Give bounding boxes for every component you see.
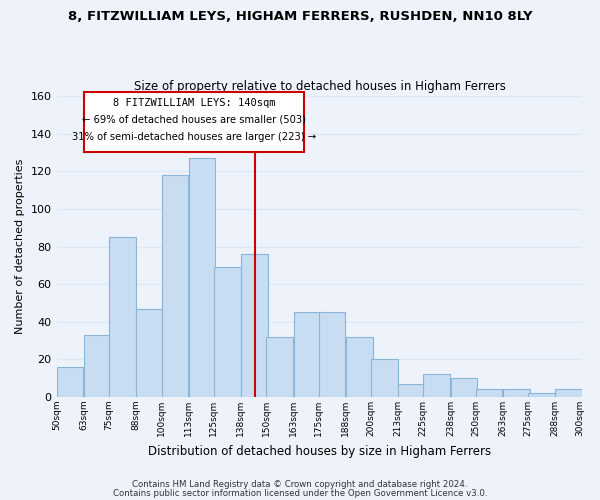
Text: ← 69% of detached houses are smaller (503): ← 69% of detached houses are smaller (50… — [82, 115, 306, 125]
Text: 8 FITZWILLIAM LEYS: 140sqm: 8 FITZWILLIAM LEYS: 140sqm — [113, 98, 275, 108]
Y-axis label: Number of detached properties: Number of detached properties — [15, 159, 25, 334]
Bar — [451, 378, 477, 397]
Bar — [57, 367, 83, 397]
Bar — [476, 390, 502, 397]
Bar — [136, 308, 163, 397]
Bar — [528, 394, 555, 397]
Bar — [266, 337, 293, 397]
Text: 31% of semi-detached houses are larger (223) →: 31% of semi-detached houses are larger (… — [71, 132, 316, 142]
Bar — [241, 254, 268, 397]
Bar — [293, 312, 320, 397]
Bar — [84, 335, 110, 397]
Title: Size of property relative to detached houses in Higham Ferrers: Size of property relative to detached ho… — [134, 80, 505, 94]
Text: Contains public sector information licensed under the Open Government Licence v3: Contains public sector information licen… — [113, 490, 487, 498]
Bar — [214, 267, 241, 397]
Text: Contains HM Land Registry data © Crown copyright and database right 2024.: Contains HM Land Registry data © Crown c… — [132, 480, 468, 489]
Bar — [346, 337, 373, 397]
Bar — [161, 175, 188, 397]
Text: 8, FITZWILLIAM LEYS, HIGHAM FERRERS, RUSHDEN, NN10 8LY: 8, FITZWILLIAM LEYS, HIGHAM FERRERS, RUS… — [68, 10, 532, 23]
Bar — [371, 360, 398, 397]
Bar — [556, 390, 582, 397]
X-axis label: Distribution of detached houses by size in Higham Ferrers: Distribution of detached houses by size … — [148, 444, 491, 458]
Bar — [503, 390, 530, 397]
Bar — [398, 384, 425, 397]
Bar — [109, 237, 136, 397]
Bar — [319, 312, 346, 397]
Bar — [424, 374, 450, 397]
FancyBboxPatch shape — [84, 92, 304, 152]
Bar — [189, 158, 215, 397]
